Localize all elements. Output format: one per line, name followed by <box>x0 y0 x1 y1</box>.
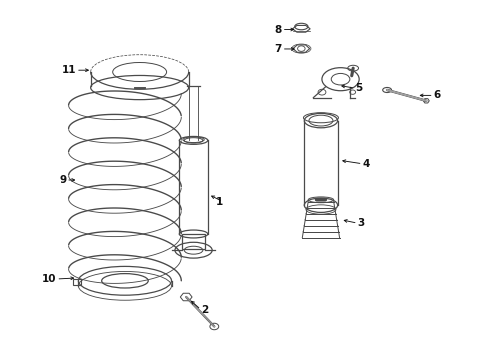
Text: 1: 1 <box>216 197 223 207</box>
Circle shape <box>323 199 326 201</box>
Circle shape <box>316 199 318 201</box>
Text: 10: 10 <box>42 274 56 284</box>
Circle shape <box>319 199 322 201</box>
Text: 11: 11 <box>61 65 76 75</box>
Text: 7: 7 <box>274 44 282 54</box>
Bar <box>182 234 205 249</box>
Text: 2: 2 <box>201 305 208 315</box>
Text: 6: 6 <box>434 90 441 100</box>
Circle shape <box>321 199 324 201</box>
Text: 9: 9 <box>59 175 66 185</box>
Text: 8: 8 <box>274 24 282 35</box>
Text: 4: 4 <box>363 159 370 169</box>
Text: 3: 3 <box>358 218 365 228</box>
Text: 5: 5 <box>355 83 363 93</box>
Bar <box>73 279 81 285</box>
Circle shape <box>318 199 320 201</box>
